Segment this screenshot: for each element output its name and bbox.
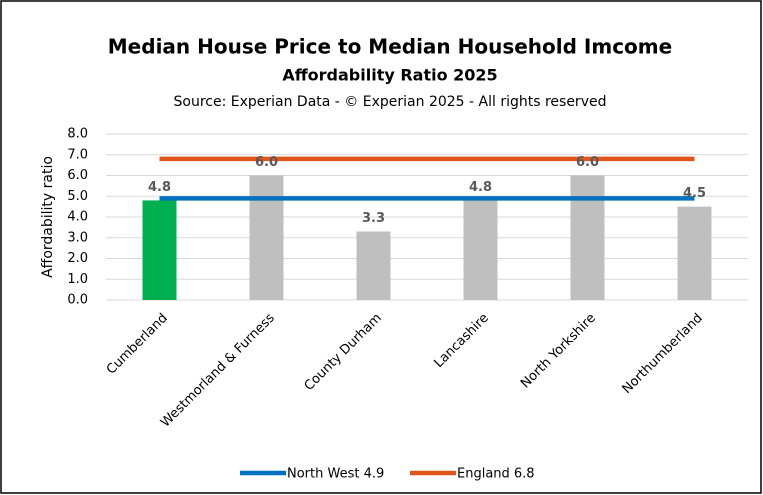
bar (570, 175, 605, 300)
y-tick-label: 5.0 (67, 189, 88, 204)
bar (463, 200, 498, 300)
y-axis-title: Affordability ratio (40, 156, 56, 278)
chart-subtitle: Affordability Ratio 2025 (282, 66, 497, 85)
y-tick-label: 6.0 (67, 168, 88, 183)
y-tick-label: 1.0 (67, 272, 88, 287)
value-label: 6.0 (255, 155, 278, 170)
y-tick-label: 7.0 (67, 147, 88, 162)
y-tick-label: 3.0 (67, 230, 88, 245)
value-label: 4.8 (148, 180, 171, 195)
source: Source: Experian Data - © Experian 2025 … (174, 94, 607, 110)
y-tick-label: 4.0 (67, 210, 88, 225)
legend-label: England 6.8 (457, 467, 535, 482)
y-tick-label: 8.0 (67, 127, 88, 142)
value-label: 6.0 (576, 155, 599, 170)
legend-label: North West 4.9 (287, 467, 384, 482)
bar (249, 175, 284, 300)
y-tick-label: 0.0 (67, 293, 88, 308)
y-tick-label: 2.0 (67, 251, 88, 266)
value-label: 4.8 (469, 180, 492, 195)
value-label: 3.3 (362, 211, 385, 226)
chart-title: Median House Price to Median Household I… (108, 35, 672, 59)
value-label: 4.5 (683, 186, 706, 201)
bar (142, 200, 177, 300)
bar (356, 231, 391, 300)
bar (677, 206, 712, 300)
